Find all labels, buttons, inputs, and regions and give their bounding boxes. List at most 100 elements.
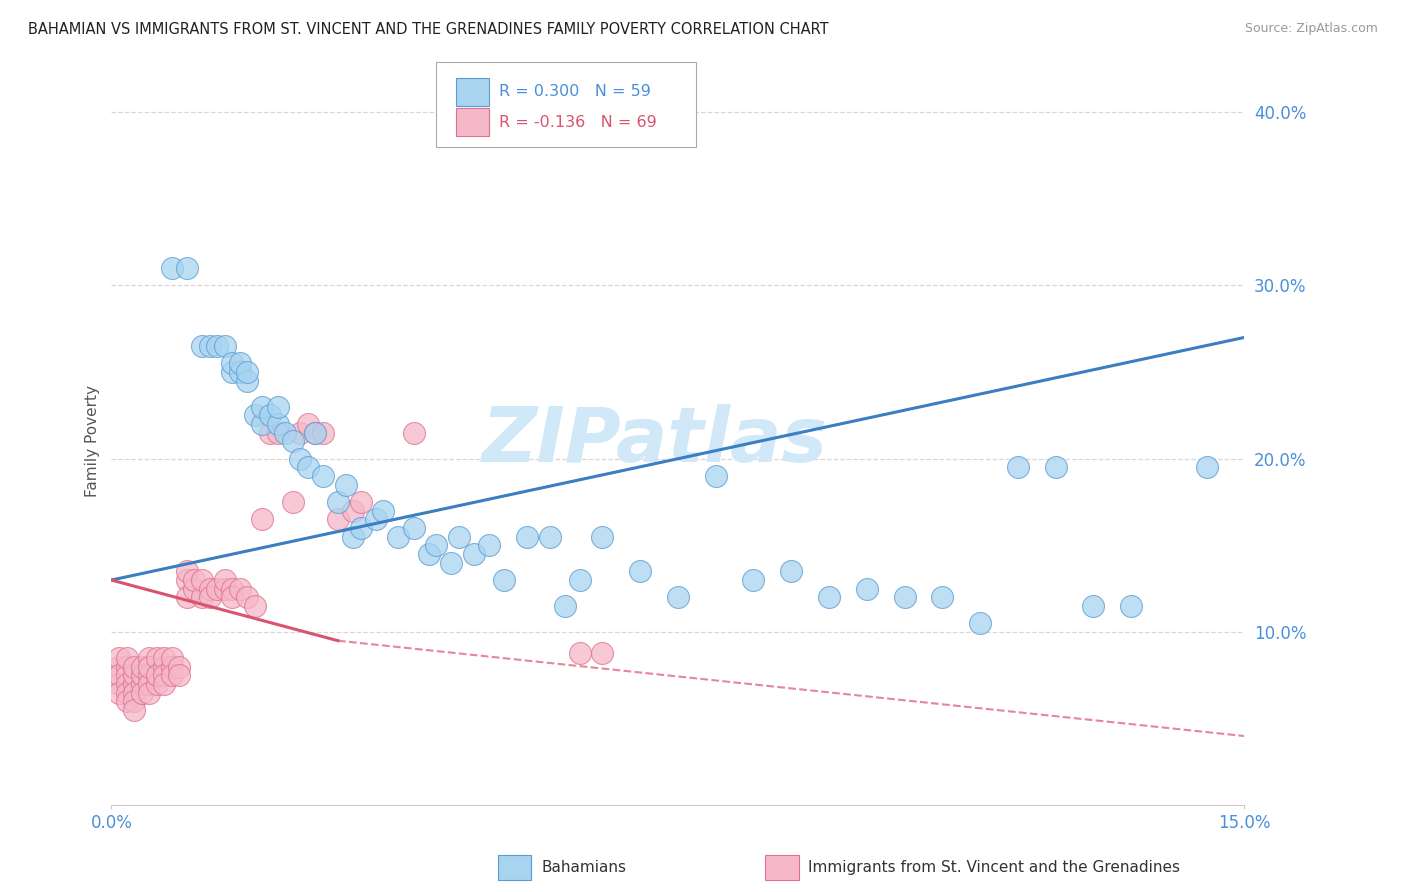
Point — [266, 425, 288, 440]
Point — [153, 668, 176, 682]
Point — [326, 495, 349, 509]
Point — [243, 599, 266, 613]
Point — [153, 677, 176, 691]
Point — [297, 460, 319, 475]
Point — [440, 556, 463, 570]
Point — [131, 659, 153, 673]
Point — [169, 659, 191, 673]
Point — [183, 573, 205, 587]
Point — [252, 512, 274, 526]
Point — [108, 668, 131, 682]
Point — [145, 677, 167, 691]
Point — [115, 686, 138, 700]
Point — [198, 339, 221, 353]
Point — [191, 573, 214, 587]
Point — [122, 677, 145, 691]
Text: Source: ZipAtlas.com: Source: ZipAtlas.com — [1244, 22, 1378, 36]
Point — [304, 425, 326, 440]
Point — [335, 477, 357, 491]
Point — [138, 686, 160, 700]
Point — [115, 677, 138, 691]
Point — [205, 339, 228, 353]
Point — [138, 659, 160, 673]
Point — [447, 530, 470, 544]
Point — [122, 659, 145, 673]
Point — [818, 591, 841, 605]
Point — [1195, 460, 1218, 475]
Point — [236, 591, 259, 605]
Point — [115, 694, 138, 708]
Point — [122, 694, 145, 708]
Point — [153, 651, 176, 665]
Point — [373, 504, 395, 518]
Text: Bahamians: Bahamians — [541, 860, 626, 874]
Point — [115, 651, 138, 665]
Point — [274, 425, 297, 440]
Point — [115, 668, 138, 682]
Point — [281, 495, 304, 509]
Point — [145, 651, 167, 665]
Point — [169, 668, 191, 682]
Point — [387, 530, 409, 544]
Point — [568, 646, 591, 660]
Point — [176, 591, 198, 605]
Point — [243, 409, 266, 423]
Point — [198, 591, 221, 605]
Point — [494, 573, 516, 587]
Point — [145, 668, 167, 682]
Point — [229, 365, 252, 379]
Point — [304, 425, 326, 440]
Point — [108, 677, 131, 691]
Point — [160, 261, 183, 276]
Point — [176, 261, 198, 276]
Point — [463, 547, 485, 561]
Point — [131, 677, 153, 691]
Point — [402, 521, 425, 535]
Point — [205, 582, 228, 596]
Point — [780, 565, 803, 579]
Point — [666, 591, 689, 605]
Point — [122, 686, 145, 700]
Point — [176, 565, 198, 579]
Point — [229, 582, 252, 596]
Point — [221, 582, 243, 596]
Point — [214, 573, 236, 587]
Point — [516, 530, 538, 544]
Point — [402, 425, 425, 440]
Point — [160, 659, 183, 673]
Point — [236, 365, 259, 379]
Point — [266, 417, 288, 431]
Point — [568, 573, 591, 587]
Point — [290, 451, 312, 466]
Point — [425, 538, 447, 552]
Point — [160, 651, 183, 665]
Point — [704, 469, 727, 483]
Point — [628, 565, 651, 579]
Point — [266, 400, 288, 414]
Point — [115, 659, 138, 673]
Point — [931, 591, 953, 605]
Point — [1119, 599, 1142, 613]
Point — [478, 538, 501, 552]
Point — [221, 356, 243, 370]
Point — [153, 659, 176, 673]
Text: R = -0.136   N = 69: R = -0.136 N = 69 — [499, 115, 657, 129]
Point — [252, 417, 274, 431]
Point — [138, 651, 160, 665]
Point — [138, 668, 160, 682]
Point — [229, 356, 252, 370]
Point — [342, 530, 364, 544]
Point — [290, 425, 312, 440]
Point — [538, 530, 561, 544]
Point — [281, 434, 304, 449]
Point — [221, 365, 243, 379]
Point — [350, 495, 373, 509]
Point — [1007, 460, 1029, 475]
Point — [183, 582, 205, 596]
Point — [122, 703, 145, 717]
Point — [554, 599, 576, 613]
Point — [252, 400, 274, 414]
Point — [131, 668, 153, 682]
Text: BAHAMIAN VS IMMIGRANTS FROM ST. VINCENT AND THE GRENADINES FAMILY POVERTY CORREL: BAHAMIAN VS IMMIGRANTS FROM ST. VINCENT … — [28, 22, 828, 37]
Point — [108, 686, 131, 700]
